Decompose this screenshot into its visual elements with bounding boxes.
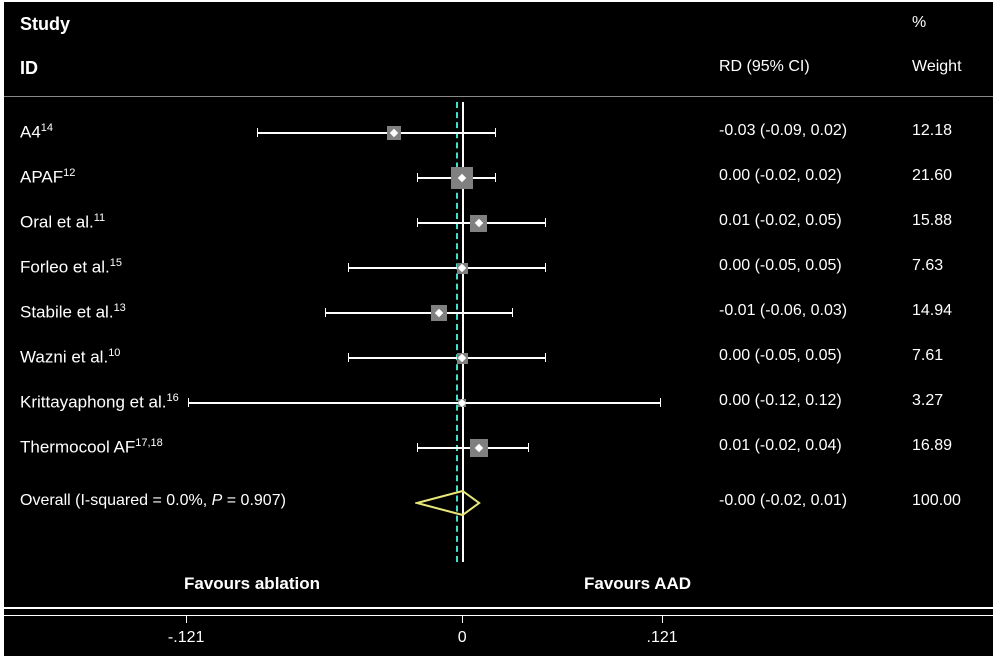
study-label: Wazni et al.10 (20, 347, 120, 368)
ci-endcap (495, 173, 496, 182)
study-weight: 3.27 (912, 392, 943, 410)
header-id: ID (20, 58, 38, 79)
axis-baseline (4, 615, 993, 616)
study-label: Oral et al.11 (20, 212, 105, 233)
ci-endcap (348, 263, 349, 272)
study-rd: 0.00 (-0.05, 0.05) (719, 347, 842, 365)
ci-line (257, 132, 495, 134)
x-axis: -.121 0 .121 (4, 609, 993, 656)
study-rd: 0.00 (-0.02, 0.02) (719, 167, 842, 185)
study-weight: 7.61 (912, 347, 943, 365)
ci-line (348, 357, 545, 359)
study-rd: -0.03 (-0.09, 0.02) (719, 122, 847, 140)
study-rd: -0.01 (-0.06, 0.03) (719, 302, 847, 320)
forest-plot-panel: Study ID RD (95% CI)% Weight A414 -0.03 (-0.0… (4, 2, 993, 607)
header-weight: Weight (912, 58, 962, 76)
header-rd: RD (95% CI) (719, 58, 810, 76)
ci-endcap (417, 443, 418, 452)
study-rd: 0.01 (-0.02, 0.04) (719, 437, 842, 455)
study-rd: 0.00 (-0.12, 0.12) (719, 392, 842, 410)
axis-tick-label: 0 (458, 629, 467, 647)
study-label: Forleo et al.15 (20, 257, 122, 278)
ci-endcap (257, 128, 258, 137)
overall-diamond (415, 489, 481, 517)
axis-tick (662, 615, 663, 623)
header-percent: % (912, 14, 926, 32)
ci-endcap (348, 353, 349, 362)
ci-endcap (528, 443, 529, 452)
axis-tick (186, 615, 187, 623)
overall-rd: -0.00 (-0.02, 0.01) (719, 492, 847, 510)
ci-endcap (545, 218, 546, 227)
study-rd: 0.00 (-0.05, 0.05) (719, 257, 842, 275)
study-label: APAF12 (20, 167, 75, 188)
ci-endcap (545, 353, 546, 362)
header-study: Study (20, 14, 70, 35)
ci-endcap (495, 128, 496, 137)
ci-endcap (545, 263, 546, 272)
study-label: A414 (20, 122, 53, 143)
study-weight: 12.18 (912, 122, 952, 140)
ci-endcap (188, 398, 189, 407)
ci-endcap (417, 218, 418, 227)
ci-endcap (512, 308, 513, 317)
study-weight: 15.88 (912, 212, 952, 230)
study-rd: 0.01 (-0.02, 0.05) (719, 212, 842, 230)
ci-line (188, 402, 660, 404)
study-weight: 7.63 (912, 257, 943, 275)
favours-right-label: Favours AAD (584, 574, 691, 594)
axis-tick (462, 615, 463, 623)
ci-endcap (660, 398, 661, 407)
study-label: Krittayaphong et al.16 (20, 392, 179, 413)
study-weight: 21.60 (912, 167, 952, 185)
ci-endcap (325, 308, 326, 317)
study-label: Stabile et al.13 (20, 302, 126, 323)
overall-weight: 100.00 (912, 492, 961, 510)
study-label: Thermocool AF17,18 (20, 437, 163, 458)
ci-line (348, 267, 545, 269)
favours-left-label: Favours ablation (184, 574, 320, 594)
ci-line (325, 312, 511, 314)
axis-tick-label: -.121 (168, 629, 204, 647)
study-weight: 16.89 (912, 437, 952, 455)
study-weight: 14.94 (912, 302, 952, 320)
ci-endcap (417, 173, 418, 182)
axis-tick-label: .121 (647, 629, 678, 647)
header-rule (4, 96, 993, 97)
overall-label: Overall (I-squared = 0.0%, P = 0.907) (20, 492, 286, 510)
